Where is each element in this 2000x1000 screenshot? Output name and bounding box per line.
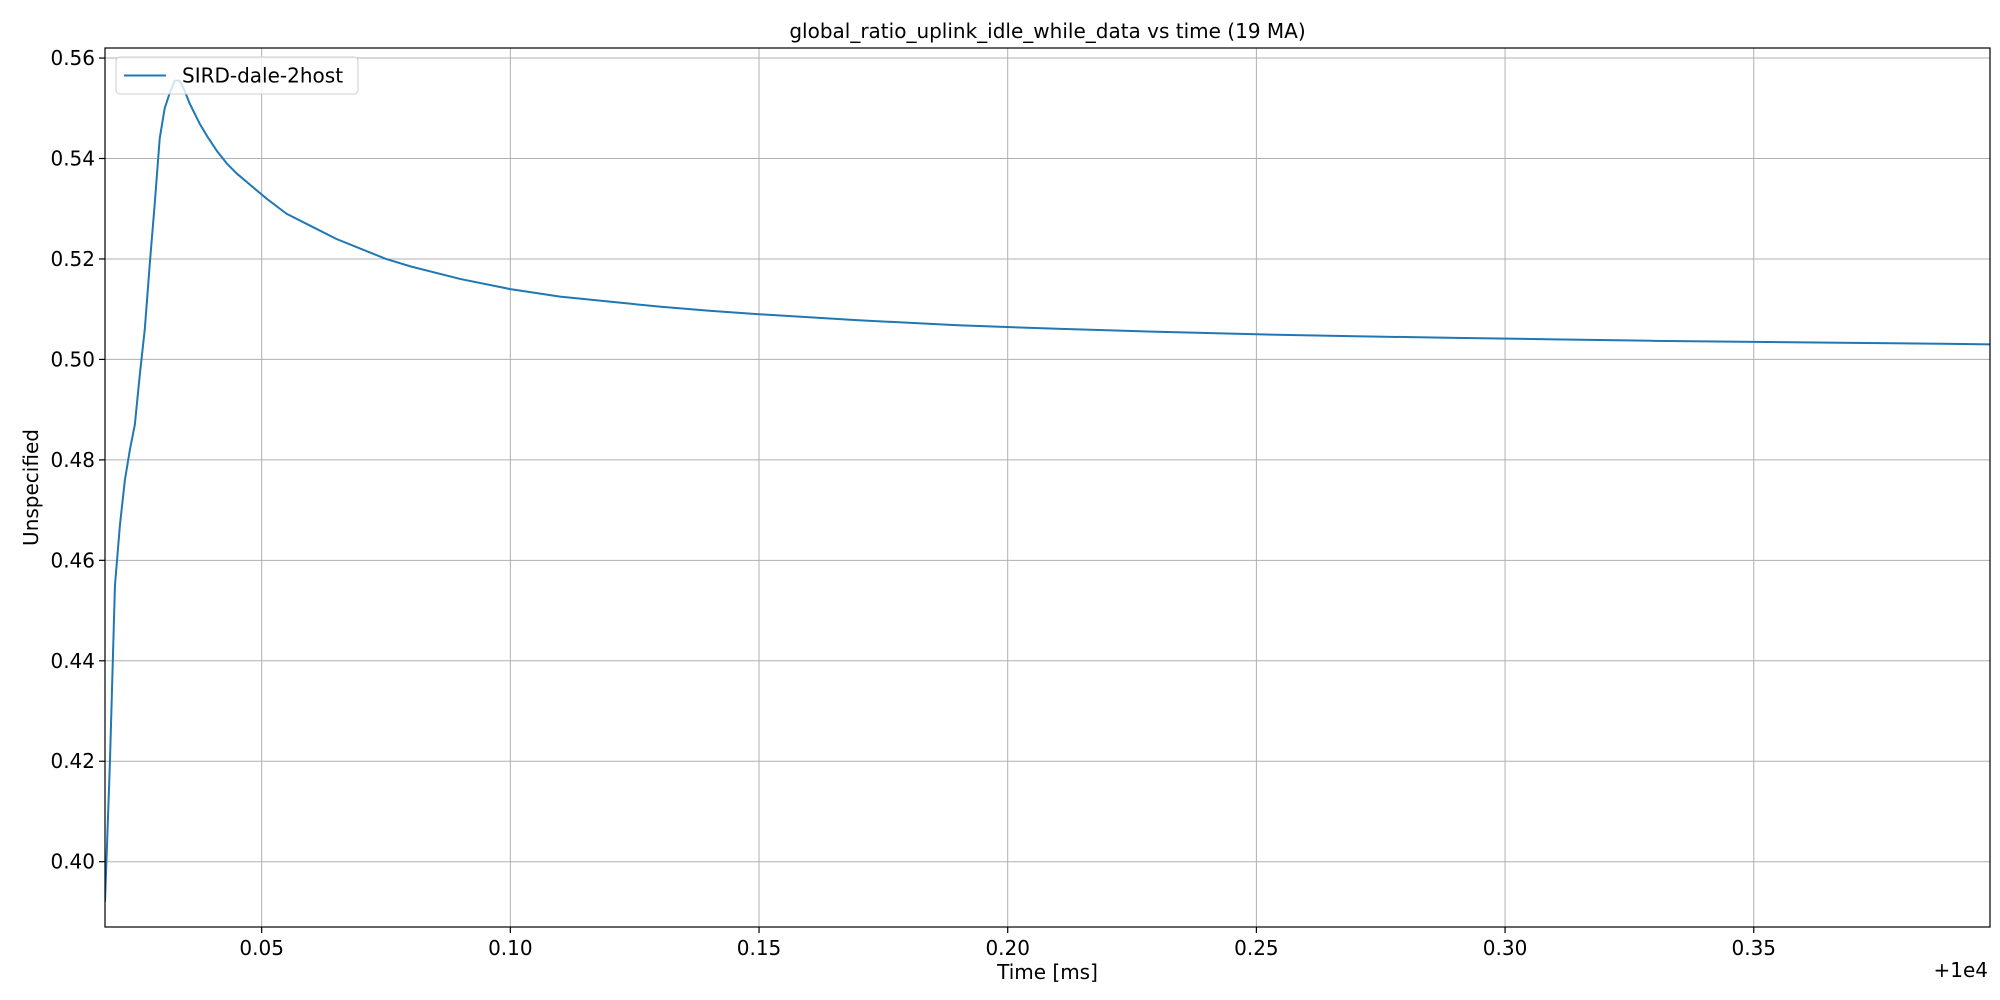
y-axis-label: Unspecified xyxy=(19,429,43,546)
y-tick-label: 0.42 xyxy=(50,749,95,773)
x-tick-label: 0.20 xyxy=(985,936,1030,960)
x-axis-offset-label: +1e4 xyxy=(1933,958,1988,982)
y-tick-label: 0.40 xyxy=(50,850,95,874)
series-line xyxy=(105,79,1990,902)
x-tick-label: 0.15 xyxy=(737,936,782,960)
plot-frame xyxy=(104,47,1991,928)
x-tick-label: 0.25 xyxy=(1234,936,1279,960)
legend: SIRD-dale-2host xyxy=(115,56,359,95)
series-layer xyxy=(105,79,1990,902)
x-tick-label: 0.10 xyxy=(488,936,533,960)
legend-box xyxy=(115,56,359,95)
y-tick-label: 0.56 xyxy=(50,46,95,70)
y-tick-label: 0.46 xyxy=(50,548,95,572)
x-axis-label: Time [ms] xyxy=(996,960,1098,984)
y-tick-label: 0.50 xyxy=(50,347,95,371)
y-tick-label: 0.52 xyxy=(50,247,95,271)
y-tick-label: 0.54 xyxy=(50,147,95,171)
x-tick-label: 0.05 xyxy=(239,936,284,960)
chart-title: global_ratio_uplink_idle_while_data vs t… xyxy=(789,19,1305,43)
x-tick-label: 0.30 xyxy=(1483,936,1528,960)
y-tick-label: 0.48 xyxy=(50,448,95,472)
axis-ticks: 0.05 0.10 0.15 0.20 0.25 0.30 0.35 0.40 0.42 0.44… xyxy=(50,46,1776,960)
x-tick-label: 0.35 xyxy=(1731,936,1776,960)
y-tick-label: 0.44 xyxy=(50,649,95,673)
grid-lines xyxy=(105,48,1990,927)
legend-entry-label: SIRD-dale-2host xyxy=(182,64,343,88)
